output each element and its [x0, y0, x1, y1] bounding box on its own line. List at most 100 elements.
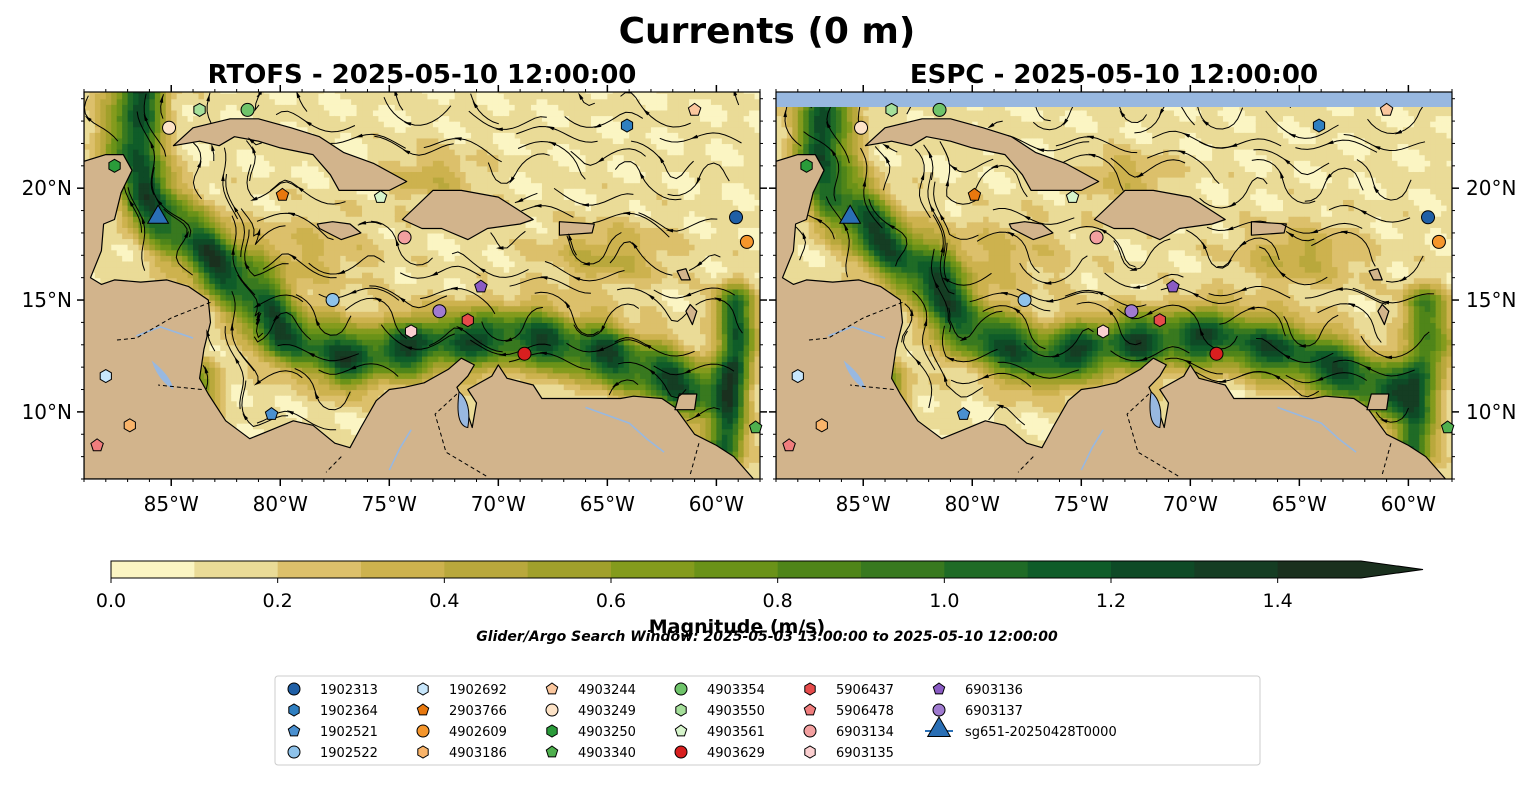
legend-label: 6903136: [965, 683, 1023, 698]
land-polygon: [558, 221, 595, 236]
streamline-arrow: [934, 280, 940, 289]
streamline-arrow: [942, 277, 950, 283]
streamline-arrow: [504, 337, 513, 343]
platform-marker-4903250: [108, 158, 121, 173]
legend-marker-5906437: [804, 682, 816, 696]
streamline: [318, 363, 399, 377]
platform-marker-4903249: [162, 120, 177, 135]
platform-marker-4903186: [815, 418, 828, 433]
streamline-arrow: [959, 336, 967, 342]
streamline: [1110, 346, 1190, 362]
streamline: [1023, 327, 1094, 358]
colorbar-swatch: [1194, 561, 1279, 578]
legend-label: 1902364: [320, 704, 378, 719]
platform-marker-6903136: [474, 279, 488, 293]
streamline: [592, 212, 670, 238]
streamline: [1375, 407, 1409, 423]
streamline: [976, 231, 1040, 274]
legend-marker-5906478: [803, 703, 817, 716]
streamline-arrow: [882, 143, 890, 149]
platform-marker-4903550: [885, 102, 898, 117]
streamline-arrow: [696, 177, 701, 185]
streamline: [1265, 110, 1339, 139]
colorbar-swatch: [861, 561, 945, 578]
streamline-arrow: [830, 148, 837, 156]
streamline: [997, 361, 1080, 379]
platform-marker-5906478: [90, 438, 104, 452]
streamline-arrow: [289, 254, 297, 260]
streamline: [423, 138, 502, 163]
platform-marker-1902521: [956, 406, 971, 420]
streamline: [428, 327, 503, 353]
streamline-arrow: [844, 223, 849, 231]
map-panel-espc: 85°W 80°W 75°W 70°W 65°W 60°W 10°N 15°N 20°N: [769, 85, 1516, 516]
land-polygon: [676, 268, 691, 281]
streamline-arrow: [1045, 299, 1054, 303]
streamline: [344, 297, 408, 339]
streamline-arrow: [939, 213, 945, 221]
streamline-arrow: [1239, 240, 1247, 247]
streamline-arrow: [1218, 379, 1227, 383]
legend-marker-6903135: [804, 745, 816, 759]
streamline-arrow: [946, 357, 955, 362]
streamline: [151, 166, 192, 238]
streamline: [295, 294, 352, 336]
streamline-arrow: [647, 293, 655, 300]
streamline-arrow: [622, 211, 631, 216]
streamline: [1356, 159, 1412, 201]
streamline: [481, 306, 543, 342]
streamline-arrow: [1381, 300, 1390, 305]
legend-marker-2903766: [416, 703, 430, 716]
streamline-arrow: [643, 109, 650, 116]
legend-marker-4903629: [674, 745, 688, 759]
colorbar-tick-label: 1.2: [1096, 590, 1126, 612]
legend-marker-1902364: [288, 703, 300, 717]
streamline: [1317, 303, 1382, 343]
streamline: [1186, 229, 1232, 269]
streamline: [992, 208, 1075, 225]
streamline: [1251, 158, 1316, 204]
streamline-arrow: [1347, 302, 1356, 308]
figure-title: Currents (0 m): [619, 11, 916, 52]
streamline-arrow: [1184, 359, 1192, 365]
platform-marker-4903244: [687, 102, 702, 116]
legend-marker-4903186: [417, 745, 429, 759]
streamline-arrow: [568, 233, 573, 241]
country-border: [114, 301, 211, 341]
colorbar-swatch: [527, 561, 612, 578]
streamline-arrow: [1202, 241, 1207, 250]
streamline-arrow: [945, 178, 949, 187]
platform-marker-2903766: [275, 187, 290, 201]
streamline: [808, 214, 835, 240]
streamline-arrow: [358, 220, 367, 225]
x-tick-label: 70°W: [471, 492, 526, 516]
streamline: [224, 326, 245, 410]
streamline: [1199, 138, 1282, 149]
land-polygon: [401, 189, 534, 241]
streamline-arrow: [355, 133, 363, 138]
streamline-arrow: [578, 92, 584, 100]
streamline-arrow: [582, 262, 590, 266]
streamline-arrow: [639, 171, 645, 179]
streamline-arrow: [430, 271, 439, 277]
land-polygon: [1250, 221, 1287, 236]
country-border: [325, 456, 342, 473]
streamline-arrow: [1226, 226, 1234, 231]
streamline-arrow: [548, 141, 557, 147]
streamline: [1007, 135, 1090, 152]
streamline: [1068, 225, 1136, 268]
platform-marker-4903629: [1209, 346, 1224, 361]
legend-label: 1902521: [320, 725, 378, 740]
legend-marker-4903550: [675, 703, 687, 717]
streamline: [825, 196, 850, 278]
country-border: [1381, 443, 1392, 475]
legend-label: 6903134: [836, 725, 894, 740]
land-polygon: [864, 118, 1100, 191]
streamline: [330, 133, 406, 149]
colorbar-swatch: [277, 561, 362, 578]
streamline-arrow: [1013, 307, 1021, 314]
streamline-arrow: [1288, 133, 1296, 138]
streamline: [222, 147, 239, 220]
streamline-arrow: [84, 115, 92, 122]
colorbar-swatch: [694, 561, 779, 578]
